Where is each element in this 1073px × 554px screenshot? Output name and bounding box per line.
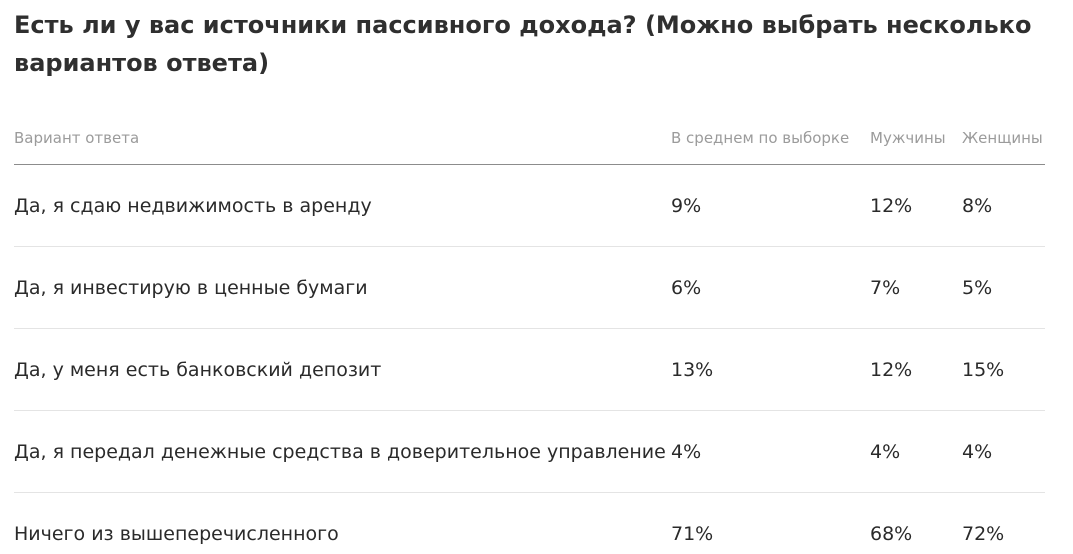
header-row: Вариант ответа В среднем по выборке Мужч…: [14, 112, 1045, 165]
survey-table: Вариант ответа В среднем по выборке Мужч…: [14, 112, 1045, 554]
row-label: Да, у меня есть банковский депозит: [14, 328, 671, 411]
table-row: Да, я передал денежные средства в довери…: [14, 410, 1045, 493]
value-men: 12%: [870, 164, 962, 247]
table-row: Да, я инвестирую в ценные бумаги 6% 7% 5…: [14, 246, 1045, 329]
value-average: 71%: [671, 522, 714, 545]
row-label: Да, я сдаю недвижимость в аренду: [14, 164, 671, 247]
value-average: 9%: [671, 164, 870, 247]
row-label: Ничего из вышеперечисленного: [14, 522, 339, 545]
value-women: 72%: [962, 522, 1005, 545]
value-men: 68%: [870, 522, 913, 545]
value-average: 4%: [671, 410, 870, 493]
value-women: 15%: [962, 328, 1045, 411]
value-women: 5%: [962, 246, 1045, 329]
column-header-men: Мужчины: [870, 112, 962, 165]
table-row: Да, я сдаю недвижимость в аренду 9% 12% …: [14, 164, 1045, 247]
value-average: 13%: [671, 328, 870, 411]
value-average: 6%: [671, 246, 870, 329]
row-label: Да, я передал денежные средства в довери…: [14, 410, 671, 493]
value-men: 12%: [870, 328, 962, 411]
row-label: Да, я инвестирую в ценные бумаги: [14, 246, 671, 329]
table-row: Ничего из вышеперечисленного 71% 68% 72%: [14, 493, 1045, 554]
column-header-option: Вариант ответа: [14, 112, 671, 165]
value-women: 8%: [962, 164, 1045, 247]
column-header-average: В среднем по выборке: [671, 112, 870, 165]
table-row: Да, у меня есть банковский депозит 13% 1…: [14, 328, 1045, 411]
column-header-women: Женщины: [962, 112, 1045, 165]
chart-title: Есть ли у вас источники пассивного доход…: [14, 11, 1032, 77]
value-men: 7%: [870, 246, 962, 329]
value-men: 4%: [870, 410, 962, 493]
value-women: 4%: [962, 410, 1045, 493]
